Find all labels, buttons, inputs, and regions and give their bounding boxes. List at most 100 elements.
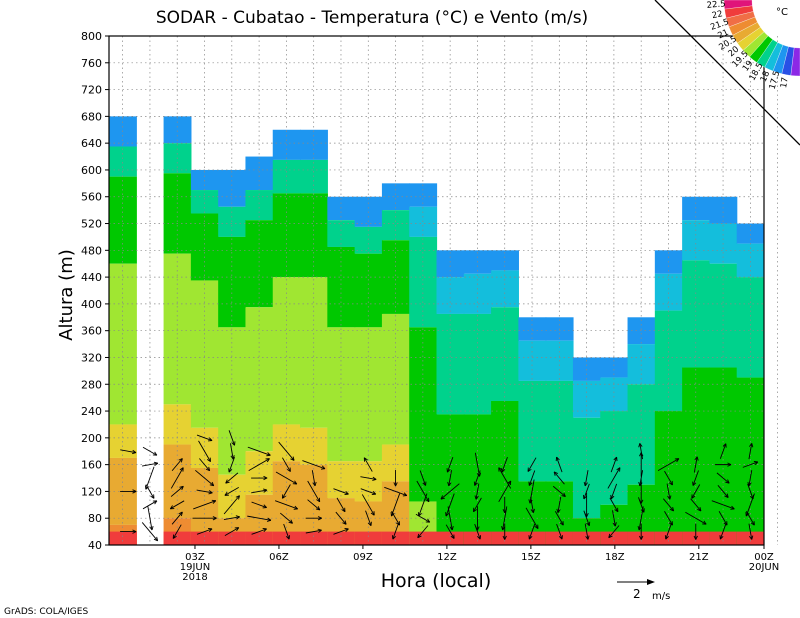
wind-arrow [474, 452, 482, 477]
temperature-band [272, 277, 301, 425]
temperature-band [190, 169, 219, 191]
y-axis-ticks: 40 80 120 160 200 240 280 320 360 400 440 480 520 560… [81, 30, 109, 552]
wind-reference-value: 2 [633, 587, 641, 601]
wind-vectors [120, 430, 759, 542]
wind-arrow [610, 456, 618, 473]
x-tick-label: 18Z [605, 552, 625, 563]
temperature-band [163, 173, 192, 254]
wind-arrow [251, 501, 267, 509]
wind-arrow [141, 461, 159, 467]
x-tick-year: 2018 [182, 572, 207, 583]
temperature-band [436, 414, 465, 545]
wind-arrow [228, 456, 235, 473]
wind-arrow [195, 469, 215, 487]
wind-arrow [637, 506, 644, 531]
wind-arrow [553, 471, 565, 485]
wind-arrow [718, 511, 728, 526]
temperature-band [354, 327, 383, 462]
temperature-band [736, 223, 764, 244]
y-tick-label: 800 [81, 30, 102, 43]
temperature-band [736, 377, 764, 545]
wind-arrow [447, 470, 452, 487]
x-tick-label: 12Z [437, 552, 457, 563]
wind-arrow [390, 493, 401, 517]
wind-arrow [275, 471, 298, 485]
temperature-band [600, 411, 629, 505]
temperature-band [218, 236, 247, 328]
legend-label: 21 [716, 28, 730, 42]
y-tick-label: 760 [81, 57, 102, 70]
temperature-band [354, 226, 383, 254]
temperature-band [354, 531, 383, 545]
wind-arrow [692, 470, 699, 486]
temperature-band [682, 220, 711, 261]
y-tick-label: 600 [81, 164, 102, 177]
temperature-band [300, 531, 328, 545]
temperature-band [109, 263, 137, 425]
wind-arrow [608, 525, 620, 539]
temperature-band [518, 380, 547, 482]
temperature-band [600, 357, 629, 378]
legend-label: 17 [779, 77, 791, 89]
wind-arrow [142, 446, 158, 456]
wind-arrow [552, 485, 566, 497]
wind-arrow [415, 513, 431, 523]
wind-arrow [278, 441, 295, 461]
wind-arrow [417, 525, 429, 539]
wind-arrow [225, 472, 239, 484]
wind-arrow [171, 458, 183, 472]
temperature-band [409, 531, 438, 545]
legend-label: 22 [711, 9, 724, 21]
wind-arrow [305, 528, 322, 534]
x-axis-label: Hora (local) [381, 570, 492, 592]
temperature-band [436, 277, 465, 314]
wind-arrow [248, 458, 270, 472]
x-tick-date: 20JUN [749, 562, 779, 573]
temperature-band [545, 531, 574, 545]
legend-label: 22.5 [706, 0, 726, 11]
wind-arrow [693, 456, 699, 473]
wind-arrow [223, 495, 240, 515]
wind-arrow [474, 523, 482, 540]
wind-arrow [419, 470, 427, 486]
wind-arrow [447, 506, 454, 531]
wind-arrow [279, 512, 293, 524]
wind-arrow [120, 489, 137, 494]
plot-frame [108, 35, 765, 546]
legend-label: 18 [759, 70, 772, 84]
temperature-band [327, 246, 356, 328]
wind-arrow [584, 523, 590, 540]
wind-arrow [391, 523, 399, 540]
wind-arrow [556, 496, 562, 513]
temperature-band [436, 313, 465, 415]
wind-arrow [638, 470, 644, 487]
temperature-band [327, 220, 356, 247]
wind-arrow [170, 485, 184, 497]
wind-arrow [555, 456, 563, 473]
x-tick-label: 06Z [269, 552, 289, 563]
temperature-band [436, 250, 465, 278]
wind-arrow [664, 523, 672, 540]
wind-arrow [145, 484, 155, 499]
wind-arrow [311, 470, 317, 487]
wind-arrow [445, 524, 455, 539]
y-tick-label: 680 [81, 110, 102, 123]
wind-reference: 2 m/s [617, 579, 670, 602]
wind-arrow [391, 511, 401, 526]
temperature-band [354, 461, 383, 502]
y-tick-label: 40 [88, 539, 102, 552]
wind-arrow [528, 470, 536, 486]
temperature-band [245, 531, 274, 545]
temperature-band [736, 277, 764, 378]
y-tick-label: 480 [81, 244, 102, 257]
wind-arrow [664, 470, 673, 486]
temperature-band [736, 243, 764, 278]
y-tick-label: 280 [81, 378, 102, 391]
y-tick-label: 440 [81, 271, 102, 284]
y-axis-label: Altura (m) [56, 249, 77, 341]
wind-arrow [446, 456, 454, 473]
wind-arrow [583, 483, 590, 500]
temperature-band [572, 380, 601, 418]
wind-arrow [247, 446, 271, 457]
